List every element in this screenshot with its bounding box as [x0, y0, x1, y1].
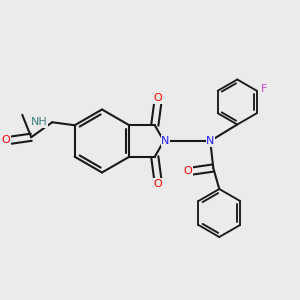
- Text: O: O: [153, 179, 162, 189]
- Text: F: F: [261, 84, 268, 94]
- Text: O: O: [153, 93, 162, 103]
- Text: O: O: [183, 166, 192, 176]
- Text: O: O: [1, 135, 10, 145]
- Text: NH: NH: [31, 117, 48, 127]
- Text: N: N: [206, 136, 214, 146]
- Text: N: N: [161, 136, 170, 146]
